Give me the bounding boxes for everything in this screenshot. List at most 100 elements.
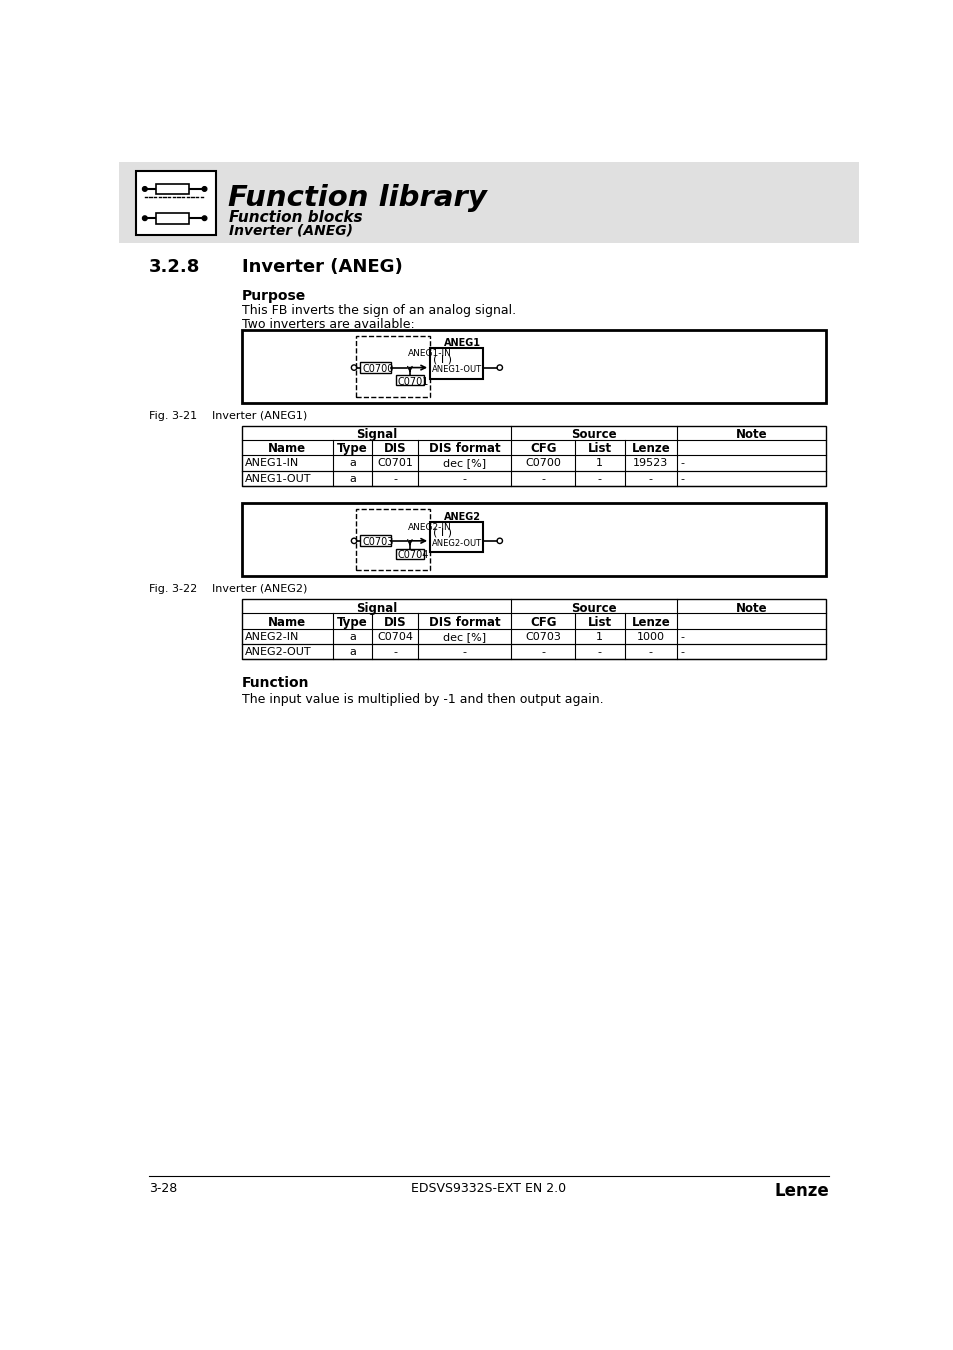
Text: DIS format: DIS format: [429, 616, 500, 629]
Text: DIS format: DIS format: [429, 443, 500, 455]
Text: Type: Type: [336, 616, 368, 629]
Text: C0704: C0704: [376, 632, 413, 641]
Text: Two inverters are available:: Two inverters are available:: [241, 319, 414, 331]
Text: -: -: [393, 647, 396, 657]
Text: -: -: [598, 647, 601, 657]
Circle shape: [142, 186, 147, 192]
Text: Signal: Signal: [355, 602, 396, 614]
Bar: [395, 375, 423, 385]
Bar: [356, 336, 430, 397]
Text: ANEG1-IN: ANEG1-IN: [245, 459, 298, 468]
Text: ANEG1-IN: ANEG1-IN: [408, 350, 452, 358]
Text: List: List: [587, 616, 611, 629]
Text: Note: Note: [735, 428, 766, 441]
Text: 3-28: 3-28: [149, 1183, 176, 1195]
Text: DIS: DIS: [383, 443, 406, 455]
Text: C0701: C0701: [376, 459, 413, 468]
Text: Note: Note: [735, 602, 766, 614]
Text: C0700: C0700: [525, 459, 560, 468]
Text: 1: 1: [596, 459, 602, 468]
Text: C0700: C0700: [362, 363, 394, 374]
Text: Function blocks: Function blocks: [229, 209, 362, 224]
Text: a: a: [349, 474, 355, 483]
Circle shape: [202, 186, 207, 192]
Text: ANEG2-OUT: ANEG2-OUT: [431, 539, 481, 548]
Bar: [360, 362, 391, 373]
Text: DIS: DIS: [383, 616, 406, 629]
Text: C0704: C0704: [397, 549, 429, 560]
Text: Inverter (ANEG): Inverter (ANEG): [229, 224, 353, 238]
Text: ANEG2: ANEG2: [444, 512, 480, 521]
Text: 1000: 1000: [637, 632, 664, 641]
Circle shape: [142, 216, 147, 220]
Text: -: -: [462, 474, 466, 483]
Bar: [241, 427, 825, 486]
Text: ANEG1: ANEG1: [444, 339, 480, 348]
Text: -: -: [462, 647, 466, 657]
Circle shape: [202, 216, 207, 220]
Text: 1: 1: [596, 632, 602, 641]
Text: CFG: CFG: [529, 616, 556, 629]
Bar: [241, 599, 825, 659]
Text: Inverter (ANEG2): Inverter (ANEG2): [212, 585, 307, 594]
Text: Function: Function: [241, 676, 309, 690]
Text: The input value is multiplied by -1 and then output again.: The input value is multiplied by -1 and …: [241, 694, 602, 706]
Text: List: List: [587, 443, 611, 455]
Text: Source: Source: [571, 602, 617, 614]
Text: Name: Name: [268, 443, 306, 455]
Text: Purpose: Purpose: [241, 289, 306, 302]
Text: -: -: [679, 647, 683, 657]
Text: a: a: [349, 647, 355, 657]
Bar: [430, 348, 482, 379]
Bar: [119, 162, 858, 243]
Text: Signal: Signal: [355, 428, 396, 441]
Text: ( I ): ( I ): [433, 528, 452, 537]
Bar: [356, 509, 430, 570]
Text: -: -: [648, 474, 652, 483]
Text: C0701: C0701: [397, 377, 429, 387]
Text: Lenze: Lenze: [631, 616, 670, 629]
Text: -: -: [393, 474, 396, 483]
Text: dec [%]: dec [%]: [443, 632, 486, 641]
Text: dec [%]: dec [%]: [443, 459, 486, 468]
Text: -: -: [598, 474, 601, 483]
Bar: [395, 548, 423, 559]
Text: ( I ): ( I ): [433, 355, 452, 364]
Text: Lenze: Lenze: [631, 443, 670, 455]
Text: C0703: C0703: [362, 537, 394, 547]
Bar: [156, 184, 189, 194]
Bar: [156, 213, 189, 224]
Text: Inverter (ANEG): Inverter (ANEG): [241, 258, 402, 277]
Bar: [241, 329, 825, 404]
Text: -: -: [648, 647, 652, 657]
Text: C0703: C0703: [525, 632, 560, 641]
Text: -: -: [540, 474, 544, 483]
Text: a: a: [349, 632, 355, 641]
Bar: [241, 504, 825, 576]
Text: Inverter (ANEG1): Inverter (ANEG1): [212, 410, 307, 421]
Text: 3.2.8: 3.2.8: [149, 258, 200, 277]
Text: Fig. 3-22: Fig. 3-22: [149, 585, 196, 594]
Text: ANEG1-OUT: ANEG1-OUT: [431, 366, 481, 374]
Text: Function library: Function library: [228, 184, 486, 212]
Text: -: -: [679, 632, 683, 641]
Text: CFG: CFG: [529, 443, 556, 455]
Text: -: -: [679, 459, 683, 468]
Text: ANEG2-IN: ANEG2-IN: [408, 522, 452, 532]
Text: ANEG2-OUT: ANEG2-OUT: [245, 647, 311, 657]
Text: This FB inverts the sign of an analog signal.: This FB inverts the sign of an analog si…: [241, 305, 516, 317]
Text: -: -: [679, 474, 683, 483]
Text: ANEG1-OUT: ANEG1-OUT: [245, 474, 311, 483]
Bar: [430, 521, 482, 552]
Text: a: a: [349, 459, 355, 468]
Text: Name: Name: [268, 616, 306, 629]
Text: EDSVS9332S-EXT EN 2.0: EDSVS9332S-EXT EN 2.0: [411, 1183, 566, 1195]
Bar: [360, 536, 391, 547]
Bar: [136, 171, 216, 235]
Text: Lenze: Lenze: [774, 1183, 828, 1200]
Text: ANEG2-IN: ANEG2-IN: [245, 632, 299, 641]
Text: Type: Type: [336, 443, 368, 455]
Text: -: -: [540, 647, 544, 657]
Text: Source: Source: [571, 428, 617, 441]
Text: Fig. 3-21: Fig. 3-21: [149, 410, 196, 421]
